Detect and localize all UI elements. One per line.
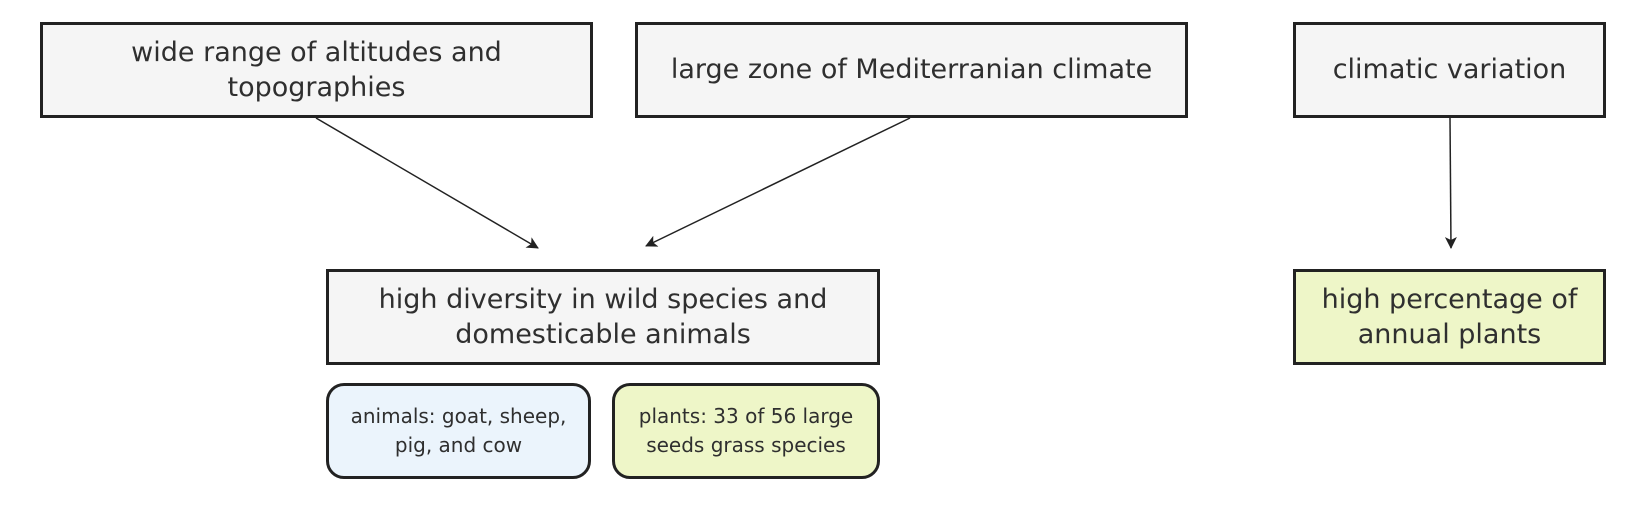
node-altitudes-label: wide range of altitudes and topographies [131,36,502,103]
node-plants-label: plants: 33 of 56 large seeds grass speci… [638,404,854,457]
node-plants: plants: 33 of 56 large seeds grass speci… [612,383,880,479]
edge-altitudes-to-diversity [315,117,539,249]
node-mediterranean-climate: large zone of Mediterranian climate [635,22,1188,118]
edge-climatic-to-annual [1444,117,1457,249]
node-climatic-variation: climatic variation [1293,22,1606,118]
node-annual-label: high percentage of annual plants [1321,283,1578,350]
node-altitudes: wide range of altitudes and topographies [40,22,593,118]
node-mediterranean-label: large zone of Mediterranian climate [670,54,1153,86]
node-annual-plants: high percentage of annual plants [1293,269,1606,365]
node-animals-label: animals: goat, sheep, pig, and cow [350,404,567,457]
node-animals: animals: goat, sheep, pig, and cow [326,383,591,479]
edge-mediterranean-to-diversity [645,117,911,247]
node-diversity-label: high diversity in wild species and domes… [378,283,828,350]
node-high-diversity: high diversity in wild species and domes… [326,269,880,365]
node-climatic-label: climatic variation [1332,54,1567,86]
